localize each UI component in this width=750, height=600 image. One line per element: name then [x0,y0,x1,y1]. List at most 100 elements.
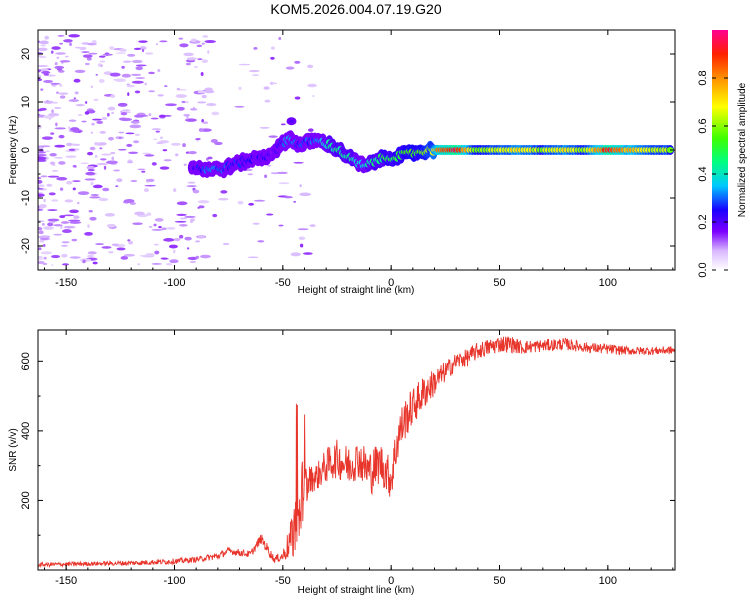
noise-speckle [41,136,53,140]
noise-speckle [141,48,145,53]
noise-speckle [144,154,155,157]
spectral-blob [289,119,294,123]
noise-speckle [96,120,104,125]
noise-speckle [201,119,205,123]
noise-speckle [58,92,69,95]
noise-speckle [290,252,301,257]
noise-speckle [201,94,207,99]
noise-speckle [60,244,69,247]
noise-speckle [293,200,297,203]
noise-speckle [40,88,44,91]
noise-speckle [56,68,63,71]
snr-x-axis-label: Height of straight line (km) [298,585,415,596]
noise-speckle [151,128,162,131]
noise-speckle [68,126,71,130]
noise-speckle [69,42,72,47]
colorbar-ticks: 0.0 0.2 0.4 0.6 0.8 [697,70,728,278]
noise-speckle [43,73,49,76]
noise-speckle [179,43,189,48]
noise-speckle [80,162,89,165]
noise-speckle [148,225,153,228]
noise-speckle [89,216,97,221]
noise-speckle [131,73,142,77]
noise-speckle [113,169,121,172]
noise-speckle [108,136,114,141]
y-tick-label: 20 [20,48,32,60]
noise-speckle [137,263,140,266]
noise-speckle [86,165,95,170]
noise-speckle [197,200,210,204]
noise-speckle [115,185,119,187]
noise-speckle [187,181,196,184]
x-tick-label: 50 [493,575,505,587]
noise-speckle [43,256,47,260]
noise-speckle [189,260,197,264]
noise-speckle [294,96,301,100]
noise-speckle [99,60,106,63]
noise-speckle [52,101,58,104]
noise-speckle [38,179,43,184]
noise-speckle [74,91,79,95]
noise-speckle [160,257,168,260]
noise-speckle [299,243,304,248]
noise-speckle [148,71,155,75]
noise-speckle [202,35,209,38]
noise-speckle [179,217,188,220]
noise-speckle [59,95,66,99]
noise-speckle [298,236,306,241]
noise-speckle [115,52,127,54]
noise-speckle [41,222,45,226]
noise-speckle [38,55,43,57]
noise-speckle [53,224,63,227]
noise-speckle [133,140,140,144]
noise-speckle [94,141,99,146]
noise-speckle [186,185,197,188]
noise-speckle [126,84,135,88]
noise-speckle [49,161,56,165]
noise-speckle [156,142,164,145]
noise-speckle [200,72,204,76]
snr-frame [37,329,676,571]
noise-speckle [64,55,69,58]
noise-speckle [138,40,148,43]
noise-speckle [176,87,181,91]
noise-speckle [253,47,258,50]
noise-speckle [173,237,181,242]
colorbar-tick-label: 0.6 [697,118,709,133]
noise-speckle [155,130,160,133]
noise-speckle [163,159,172,162]
y-tick-label: -20 [20,238,32,254]
noise-speckle [38,247,42,251]
noise-speckle [270,46,275,50]
x-tick-label: 0 [388,575,394,587]
noise-speckle [248,69,260,73]
noise-speckle [91,122,95,126]
noise-speckle [56,56,60,60]
noise-speckle [59,215,66,219]
noise-speckle [127,161,133,164]
noise-speckle [234,105,245,108]
noise-speckle [111,111,115,115]
noise-speckle [132,222,143,226]
noise-speckle [44,35,50,40]
noise-speckle [57,34,65,37]
snr-series-line [38,336,675,569]
noise-speckle [89,196,101,199]
noise-speckle [116,178,123,183]
noise-speckle [111,156,115,161]
noise-speckle [118,131,125,134]
noise-speckle [299,192,312,197]
noise-speckle [88,210,93,213]
noise-speckle [108,251,114,254]
noise-speckle [95,243,104,246]
noise-speckle [101,116,108,120]
noise-speckle [119,48,127,52]
y-tick-label: 10 [20,96,32,108]
noise-speckle [247,256,259,259]
noise-speckle [123,253,136,257]
noise-speckle [38,187,44,190]
noise-speckle [312,94,315,98]
noise-speckle [38,153,47,157]
figure-title: KOM5.2026.004.07.19.G20 [270,1,441,17]
